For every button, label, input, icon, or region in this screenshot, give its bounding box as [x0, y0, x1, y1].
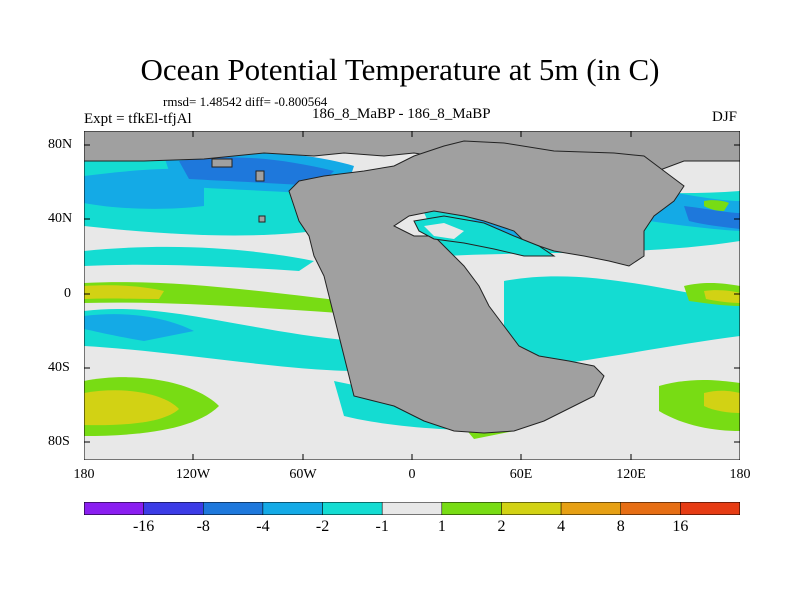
- colorbar-label: 4: [557, 518, 566, 535]
- colorbar-swatch: [501, 502, 562, 515]
- x-label-0: 0: [408, 467, 416, 482]
- colorbar-label: -2: [315, 518, 330, 535]
- colorbar-label: 8: [616, 518, 625, 535]
- colorbar-swatch: [203, 502, 264, 515]
- y-label-40n: 40N: [48, 211, 73, 226]
- colorbar-label: -16: [132, 518, 155, 535]
- map-title: Ocean Potential Temperature at 5m (in C): [140, 52, 660, 87]
- y-label-40s: 40S: [48, 360, 70, 375]
- colorbar-swatch: [560, 502, 621, 515]
- y-label-80s: 80S: [48, 434, 70, 449]
- colorbar-swatch: [441, 502, 502, 515]
- colorbar-swatch: [680, 502, 740, 515]
- colorbar-swatch: [620, 502, 681, 515]
- season-label: DJF: [712, 109, 738, 125]
- x-label-120w: 120W: [175, 467, 211, 482]
- x-label-60w: 60W: [289, 467, 317, 482]
- land-masses: [84, 131, 740, 434]
- x-label-180-right: 180: [729, 467, 751, 482]
- colorbar-swatch: [381, 502, 443, 515]
- x-label-120e: 120E: [616, 467, 646, 482]
- map-panel: [84, 131, 740, 460]
- y-label-0: 0: [64, 286, 71, 301]
- colorbar-label: -1: [375, 518, 389, 535]
- colorbar: [84, 502, 740, 515]
- colorbar-swatch: [322, 502, 383, 515]
- colorbar-label: 1: [437, 518, 446, 535]
- colorbar-swatch: [143, 502, 204, 515]
- x-label-180-left: 180: [73, 467, 95, 482]
- x-label-60e: 60E: [509, 467, 533, 482]
- colorbar-label: -4: [256, 518, 270, 535]
- colorbar-swatch: [262, 502, 323, 515]
- rmsd-diff-stats: rmsd= 1.48542 diff= -0.800564: [163, 94, 328, 109]
- axis-ticks: [84, 131, 740, 460]
- subtitle: 186_8_MaBP - 186_8_MaBP: [312, 106, 491, 122]
- y-label-80n: 80N: [48, 137, 73, 152]
- experiment-label: Expt = tfkEl-tfjAl: [84, 111, 192, 127]
- colorbar-swatch: [84, 502, 144, 515]
- colorbar-label: 2: [497, 518, 506, 535]
- colorbar-label: -8: [196, 518, 210, 535]
- colorbar-label: 16: [672, 518, 689, 535]
